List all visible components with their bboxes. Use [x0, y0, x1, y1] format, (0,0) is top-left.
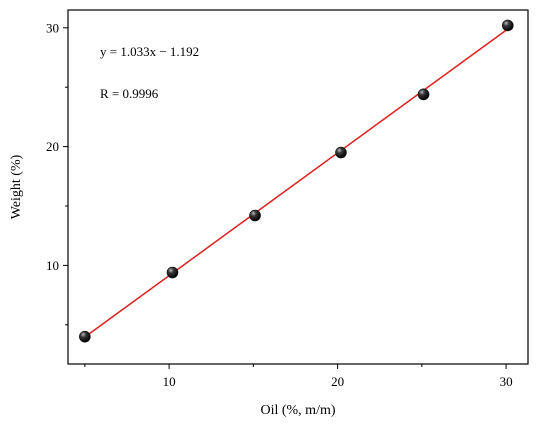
y-axis-ticks: 10 20 30 — [46, 20, 68, 326]
y-tick-label: 20 — [46, 139, 59, 154]
plot-frame — [67, 9, 529, 365]
fit-line — [84, 28, 509, 338]
data-point — [417, 88, 430, 101]
data-point — [79, 330, 91, 343]
data-points — [79, 19, 514, 343]
x-axis-ticks: 10 20 30 — [84, 364, 513, 389]
y-axis-title: Weight (%) — [9, 154, 24, 219]
equation-annotation: y = 1.033x − 1.192 — [100, 44, 199, 59]
data-point — [335, 146, 347, 159]
fit-line-group — [84, 28, 509, 338]
data-point — [249, 209, 261, 222]
y-tick-label: 30 — [46, 20, 59, 35]
data-point — [501, 19, 514, 32]
x-tick-label: 20 — [331, 374, 344, 389]
x-tick-label: 10 — [163, 374, 176, 389]
x-tick-label: 30 — [500, 374, 513, 389]
r-value-annotation: R = 0.9996 — [100, 86, 159, 101]
y-tick-label: 10 — [46, 258, 59, 273]
x-axis-title: Oil (%, m/m) — [260, 403, 335, 418]
data-point — [166, 266, 179, 279]
